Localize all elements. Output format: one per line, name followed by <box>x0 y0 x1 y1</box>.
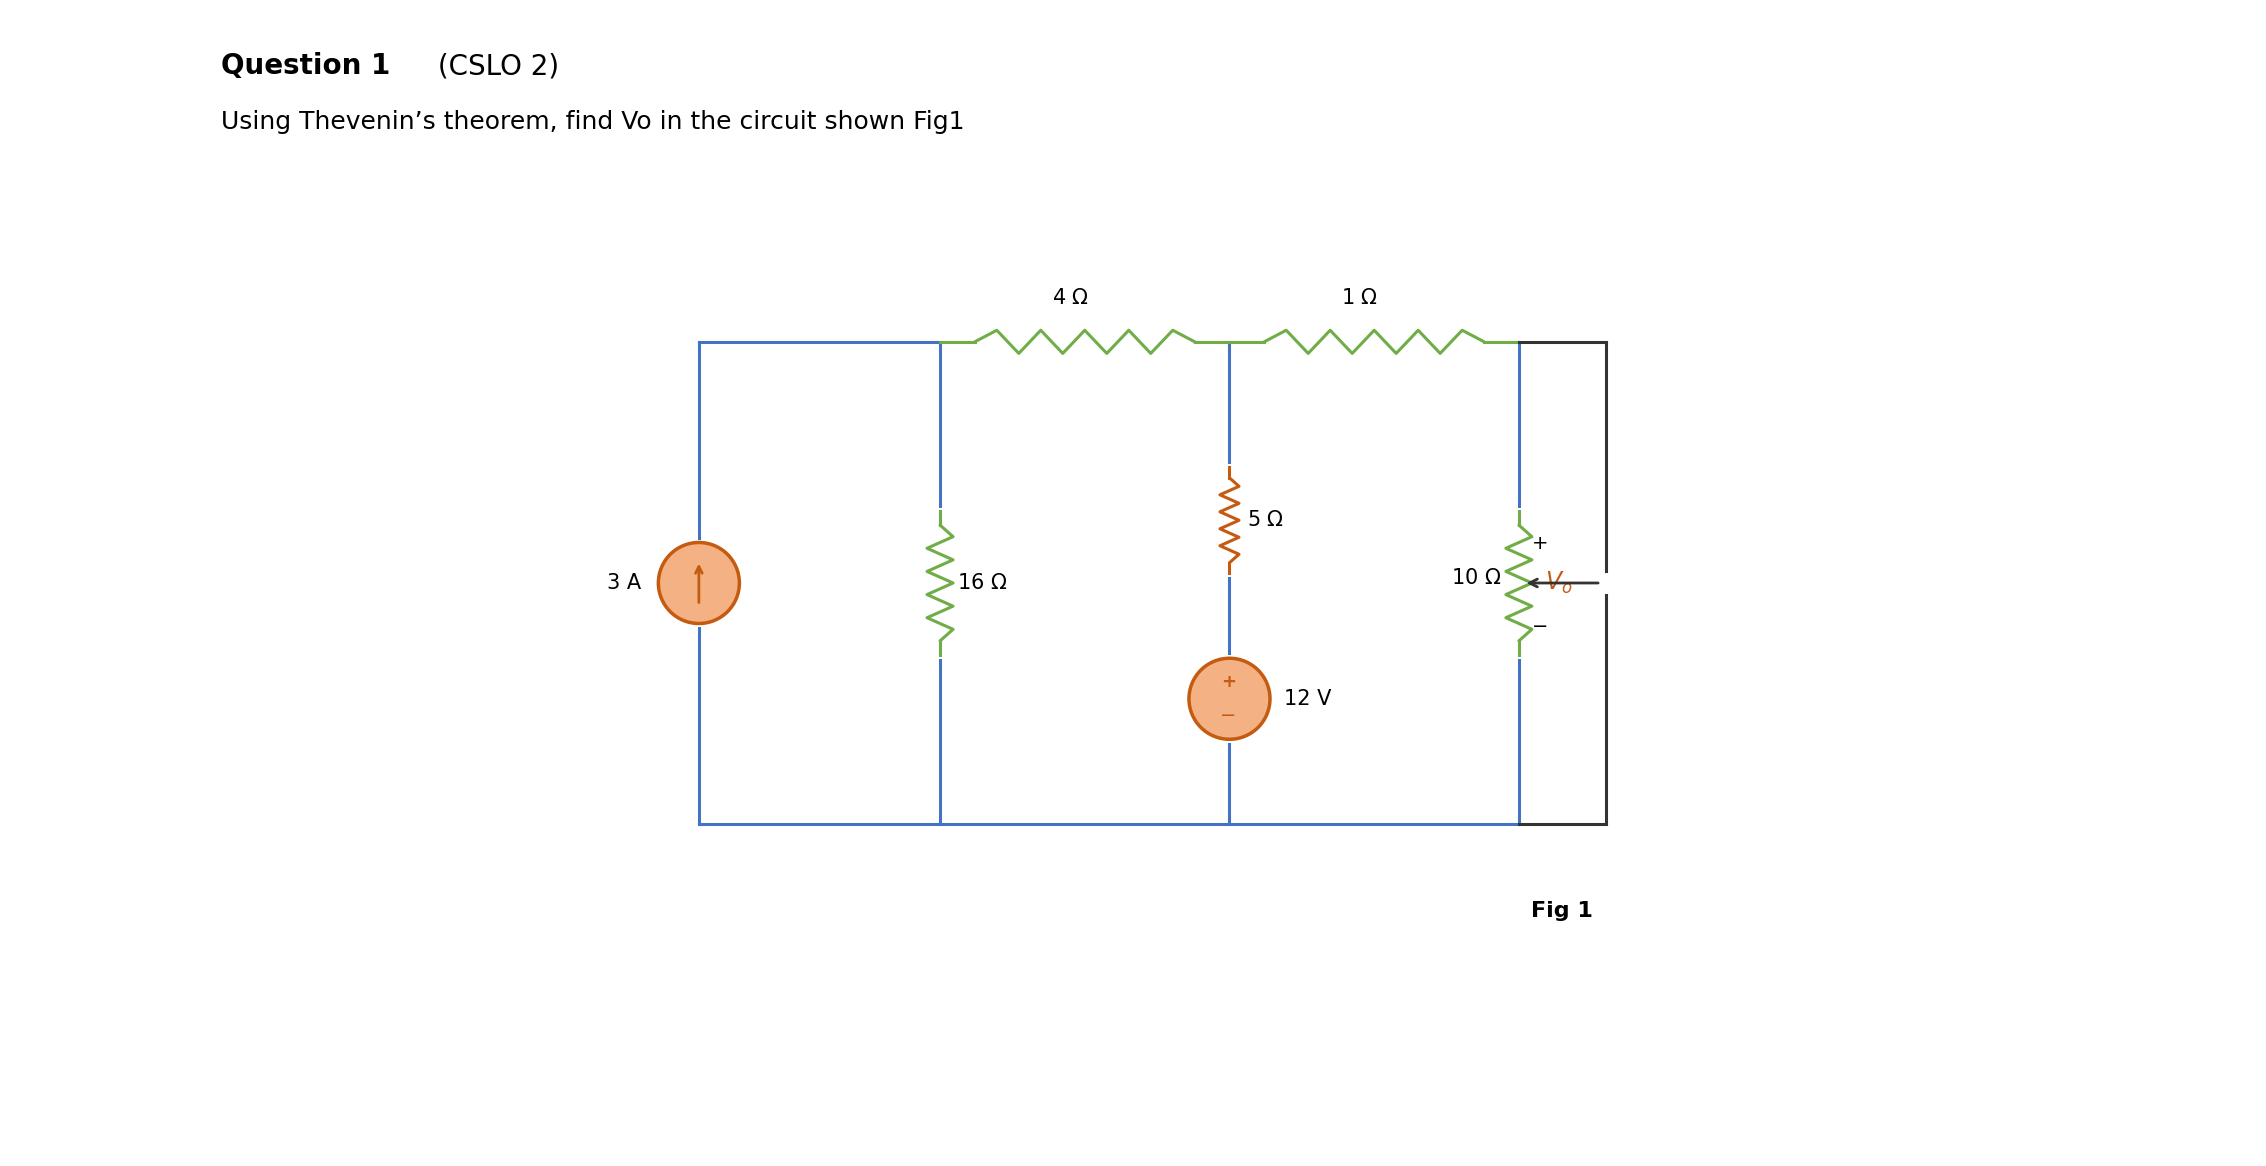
Text: −: − <box>1532 617 1548 635</box>
Text: −: − <box>1221 707 1237 725</box>
Text: $V_o$: $V_o$ <box>1545 570 1573 596</box>
Circle shape <box>659 542 739 624</box>
Text: +: + <box>1532 534 1548 553</box>
Text: Question 1: Question 1 <box>222 52 390 80</box>
Text: 5 $\Omega$: 5 $\Omega$ <box>1246 511 1285 531</box>
Text: Fig 1: Fig 1 <box>1532 901 1593 921</box>
Circle shape <box>1190 659 1269 739</box>
Text: 12 V: 12 V <box>1285 689 1332 709</box>
Text: 16 $\Omega$: 16 $\Omega$ <box>959 573 1008 593</box>
Text: (CSLO 2): (CSLO 2) <box>428 52 560 80</box>
Text: 3 A: 3 A <box>607 573 641 593</box>
Text: +: + <box>1221 673 1235 690</box>
Text: Using Thevenin’s theorem, find Vo in the circuit shown Fig1: Using Thevenin’s theorem, find Vo in the… <box>222 111 965 134</box>
Text: 1 $\Omega$: 1 $\Omega$ <box>1341 288 1378 308</box>
Text: 4 $\Omega$: 4 $\Omega$ <box>1051 288 1090 308</box>
Text: 10 $\Omega$: 10 $\Omega$ <box>1450 568 1502 588</box>
